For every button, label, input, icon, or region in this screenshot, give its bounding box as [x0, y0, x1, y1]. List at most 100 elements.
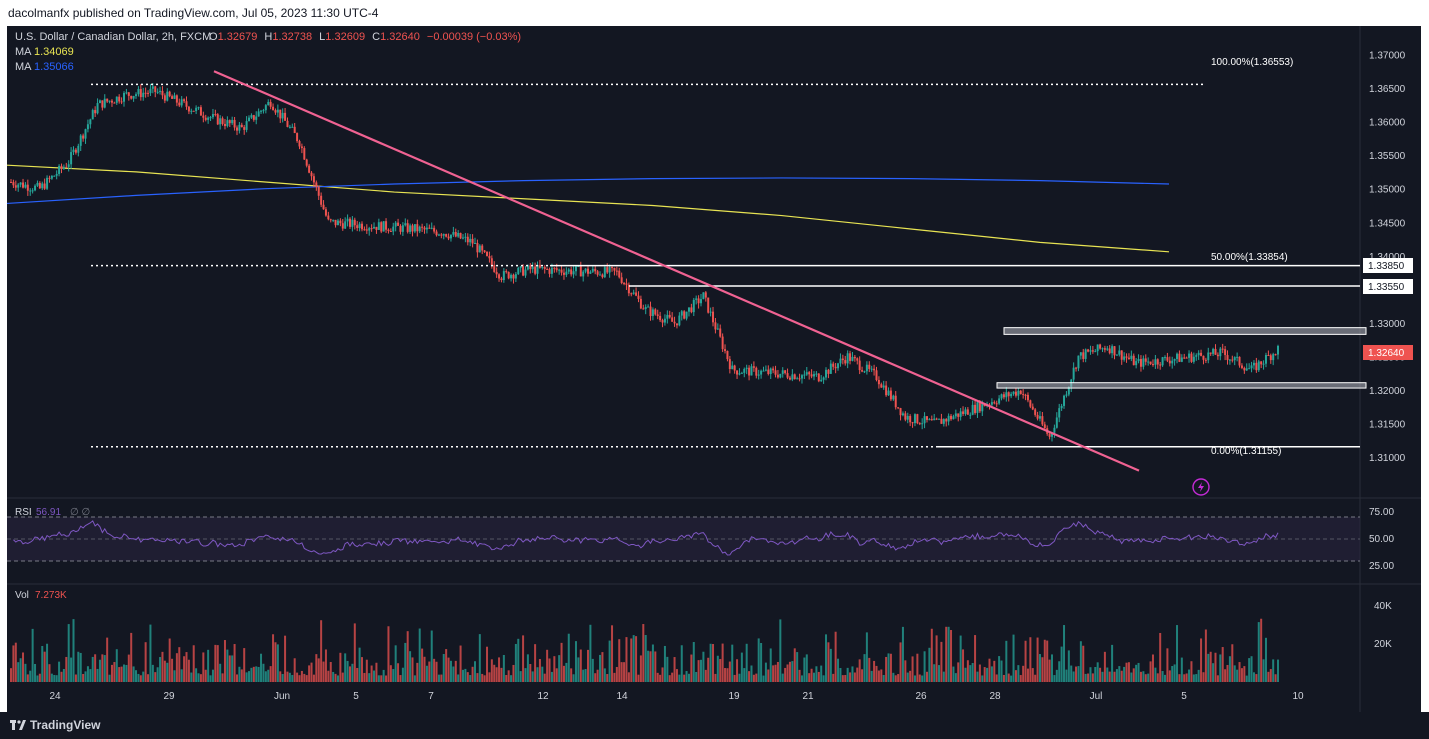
candle-body — [1017, 390, 1020, 396]
volume-bar — [305, 675, 308, 682]
volume-bar — [966, 660, 969, 682]
volume-bar — [118, 667, 121, 682]
volume-bar — [1060, 646, 1063, 682]
candle-body — [1087, 349, 1090, 352]
volume-bar — [286, 671, 289, 682]
candle-body — [1245, 368, 1248, 371]
price-axis[interactable]: 1.37000 1.36500 1.36000 1.35500 1.35000 1.345… — [1369, 50, 1406, 464]
price-tag-2-box — [1363, 279, 1413, 294]
candle-body — [572, 271, 575, 275]
tradingview-logo[interactable]: TradingView — [10, 718, 100, 732]
candle-body — [697, 298, 700, 304]
time-tick: 21 — [802, 691, 814, 702]
volume-bar — [1014, 670, 1017, 682]
rsi-tick-75: 75.00 — [1369, 507, 1394, 518]
candle-body — [279, 109, 282, 119]
range-band[interactable] — [996, 382, 1367, 389]
volume-bar — [635, 636, 638, 682]
candle-body — [53, 175, 56, 177]
candle-body — [1156, 359, 1159, 365]
candle-body — [798, 378, 801, 380]
candle-body — [815, 373, 818, 375]
volume-bar — [671, 672, 674, 682]
candle-body — [757, 374, 760, 376]
volume-bar — [223, 640, 226, 682]
candle-body — [632, 292, 635, 294]
candle-body — [267, 101, 270, 106]
downtrend-line[interactable] — [213, 70, 1140, 472]
candle-body — [733, 365, 736, 371]
volume-bar — [202, 652, 205, 682]
volume-bar — [724, 668, 727, 682]
volume-label: Vol — [15, 590, 29, 601]
candle-body — [274, 110, 277, 113]
volume-bar — [488, 672, 491, 682]
candle-body — [800, 375, 803, 379]
drawn-levels[interactable] — [91, 70, 1367, 472]
candle-body — [1075, 367, 1078, 369]
candle-body — [394, 222, 397, 227]
volume-bar — [1257, 622, 1260, 682]
moving-average-line — [6, 164, 1170, 253]
price-tick: 1.34500 — [1369, 218, 1406, 229]
candle-body — [750, 366, 753, 376]
candle-body — [1151, 364, 1154, 366]
volume-bar — [235, 674, 238, 682]
volume-bar — [53, 674, 56, 682]
candle-body — [161, 90, 164, 96]
candle-body — [651, 309, 654, 317]
legend-symbol: U.S. Dollar / Canadian Dollar, 2h, FXCM — [15, 31, 211, 43]
volume-bar — [531, 671, 534, 682]
volume-bar — [837, 658, 840, 682]
candle-body — [702, 292, 705, 300]
candle-body — [430, 227, 433, 229]
lightning-icon[interactable] — [1192, 478, 1210, 496]
candle-body — [269, 101, 272, 107]
candle-body — [712, 311, 715, 323]
volume-bar — [1214, 652, 1217, 682]
volume-bar — [952, 666, 955, 682]
price-tick: 1.37000 — [1369, 50, 1406, 61]
candle-body — [930, 419, 933, 421]
volume-bar — [601, 652, 604, 682]
candle-body — [1272, 354, 1275, 361]
volume-bar — [1176, 625, 1179, 682]
candle-body — [690, 307, 693, 313]
volume-bar — [495, 667, 498, 682]
price-chart[interactable]: 1.37000 1.36500 1.36000 1.35500 1.35000 1.345… — [6, 26, 1421, 712]
candle-body — [195, 107, 198, 112]
volume-bar — [661, 667, 664, 682]
candle-body — [252, 115, 255, 120]
volume-bar — [623, 662, 626, 682]
volume-bar — [889, 653, 892, 682]
volume-bar — [127, 654, 130, 682]
candle-body — [1192, 356, 1195, 362]
volume-bar — [1185, 673, 1188, 682]
volume-bar — [449, 660, 452, 682]
volume-bar — [918, 674, 921, 682]
candle-body — [392, 226, 395, 232]
candle-body — [825, 369, 828, 378]
range-band[interactable] — [1003, 327, 1367, 335]
candle-body — [327, 215, 330, 220]
candle-body — [731, 365, 734, 370]
volume-bar — [832, 673, 835, 682]
volume-bar — [1103, 651, 1106, 682]
volume-bar — [154, 672, 157, 682]
volume-bar — [964, 667, 967, 682]
candle-body — [356, 225, 359, 229]
volume-bar — [228, 655, 231, 682]
candle-body — [534, 266, 537, 274]
volume-bar — [613, 672, 616, 682]
time-tick: 29 — [163, 691, 175, 702]
volume-bar — [1204, 629, 1207, 682]
volume-bar — [947, 626, 950, 682]
candle-body — [724, 349, 727, 351]
candle-body — [1207, 352, 1210, 361]
volume-bar — [442, 654, 445, 682]
volume-bar — [67, 624, 70, 682]
candle-body — [507, 272, 510, 279]
time-axis[interactable]: 24 29 Jun 5 7 12 14 19 21 26 28 Jul 5 10 — [49, 691, 1304, 702]
volume-bar — [560, 642, 563, 682]
volume-bar — [524, 668, 527, 682]
